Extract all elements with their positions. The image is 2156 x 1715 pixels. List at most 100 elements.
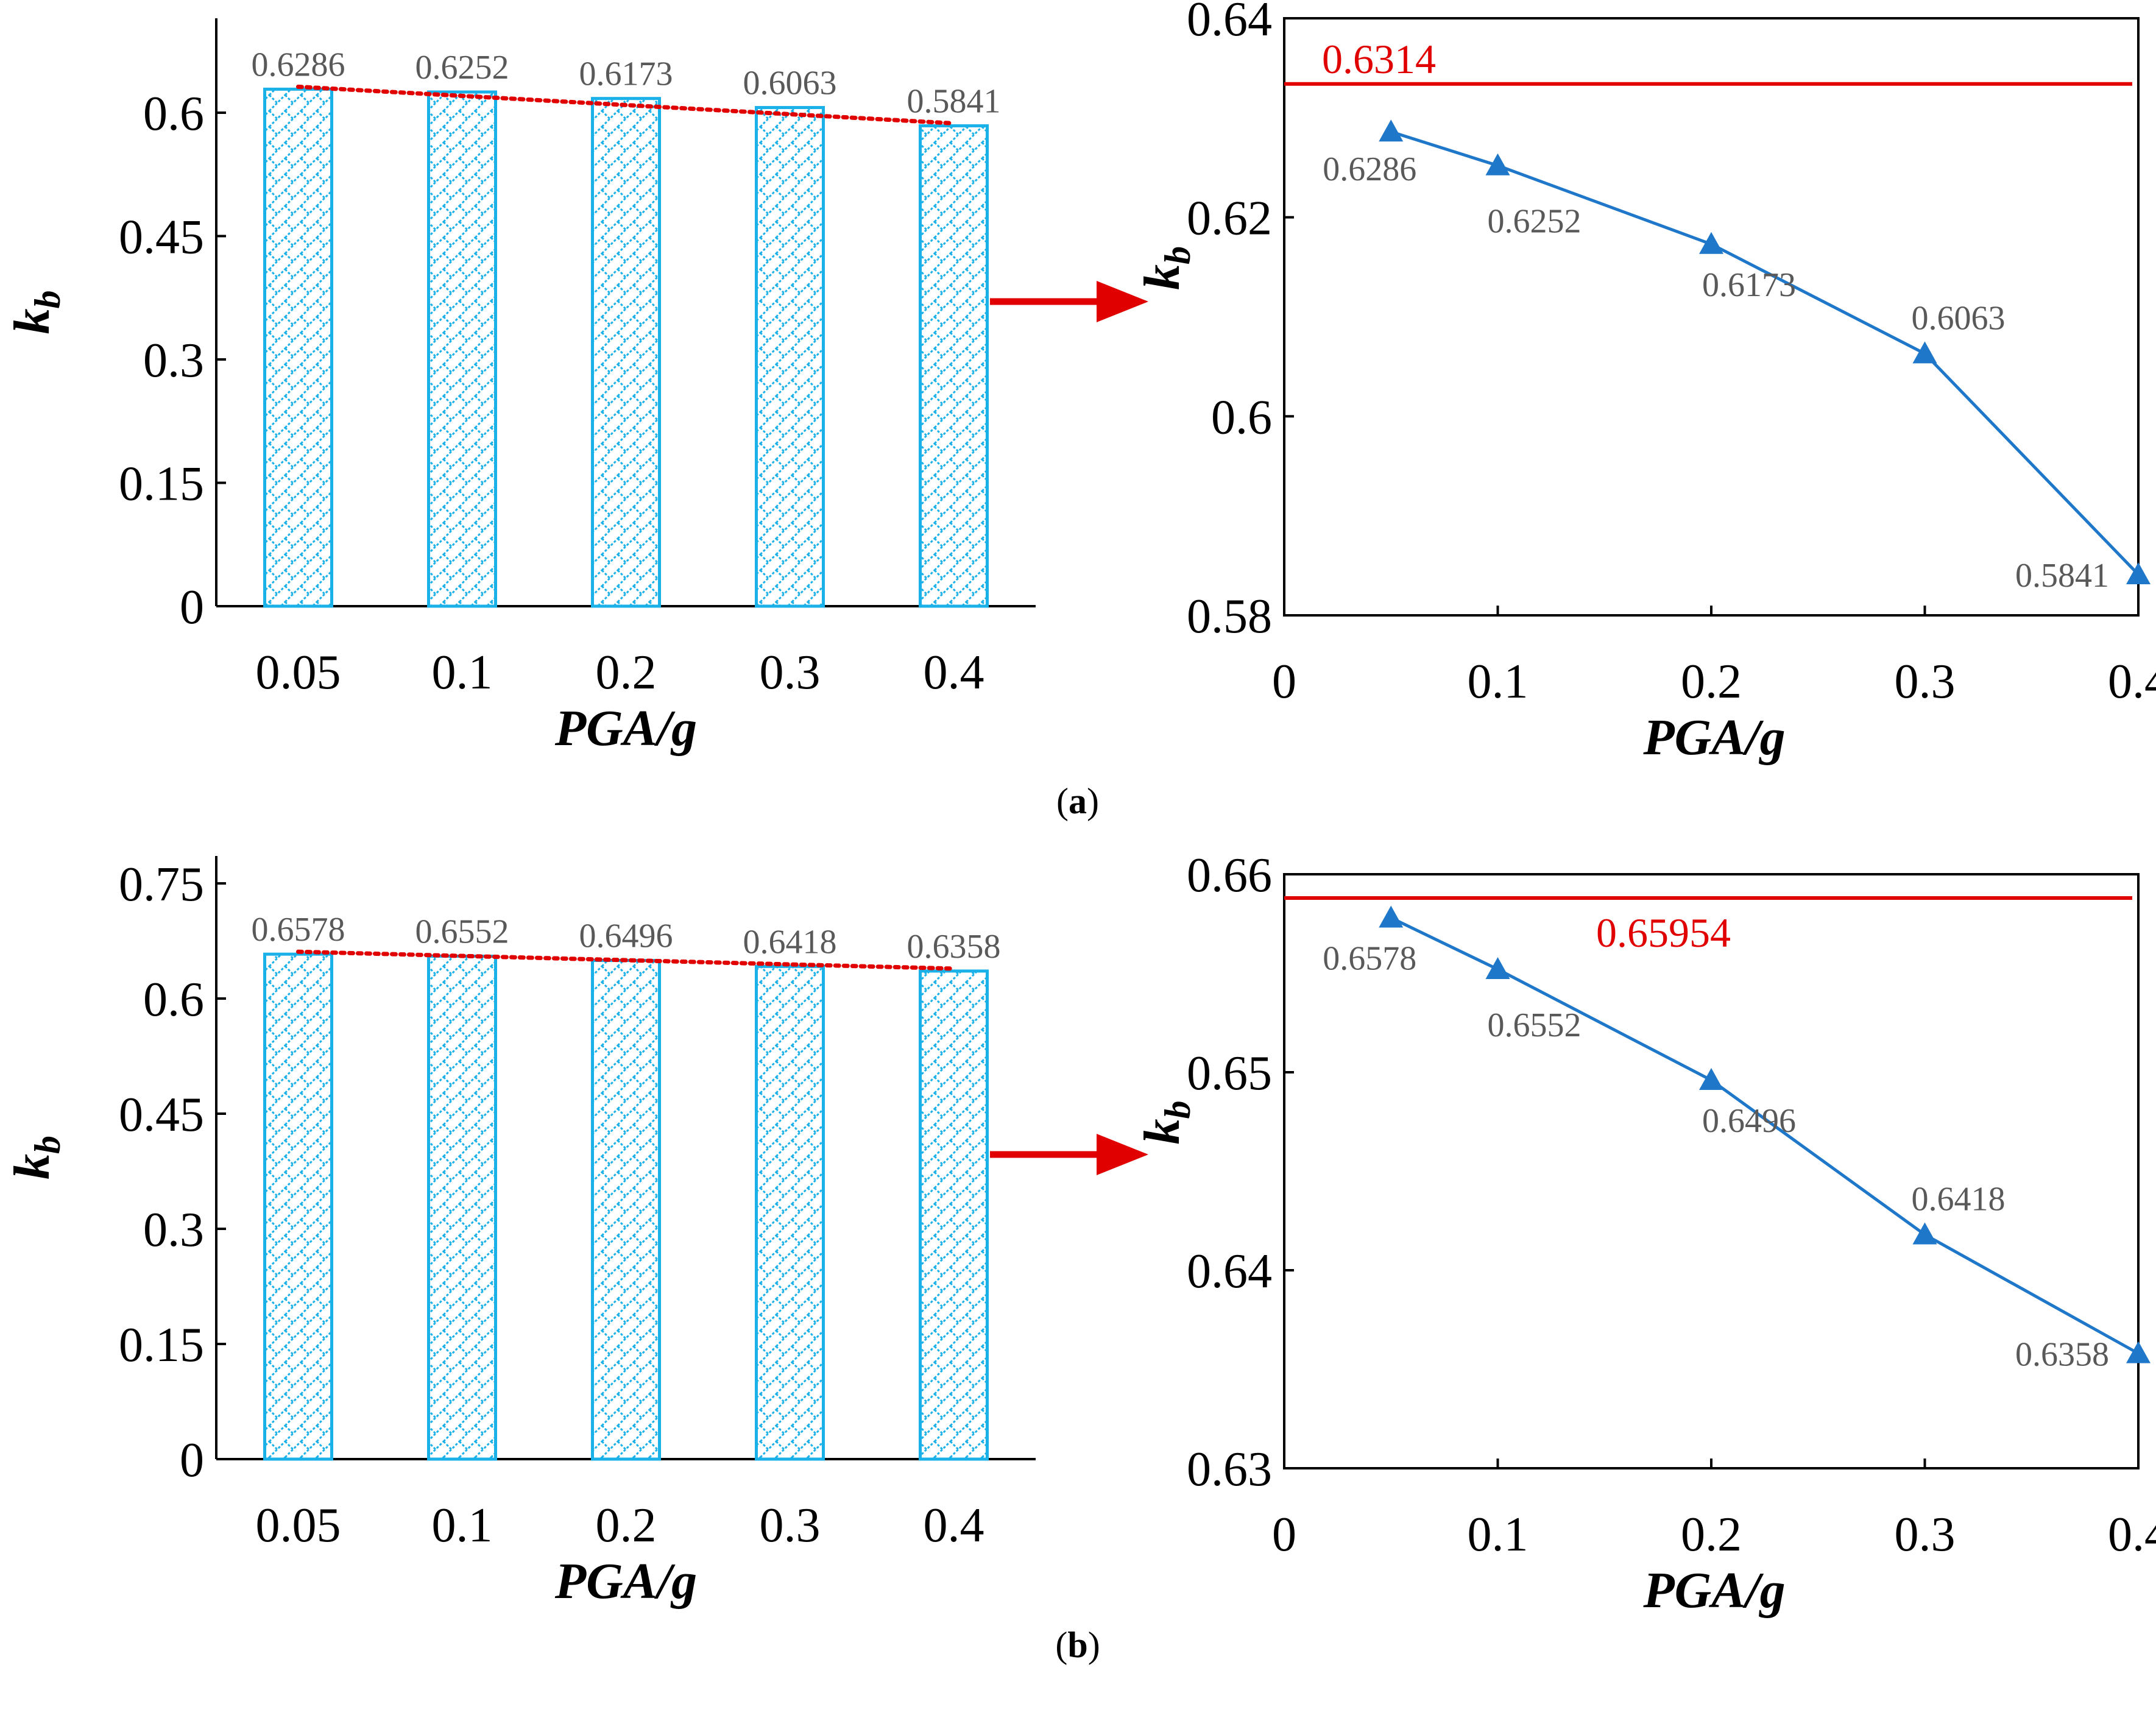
x-tick-label: 0.2 [596,646,657,699]
arrow-head [1097,1134,1148,1175]
point-data-label: 0.5841 [2015,557,2109,595]
x-tick-label: 0.3 [1895,655,1956,709]
series-line [1390,130,2140,576]
y-tick-label: 0.3 [143,334,204,387]
y-tick-label: 0 [180,581,204,634]
y-tick-label: 0.45 [119,211,204,264]
x-tick-label: 0.3 [1895,1508,1956,1561]
x-tick-label: 0.3 [760,646,821,699]
bar [919,124,989,608]
bar-data-label: 0.6496 [579,918,673,955]
chart-a-line: 0.58 0.6 0.62 0.64 0 0.1 0.2 0.3 0.4 0.6314 0.6286… [1134,0,2156,766]
panel-label-close: ) [1087,781,1099,821]
point-data-label: 0.6173 [1702,266,1796,304]
triangle-marker [1699,232,1723,254]
y-axis-title: kb [4,291,68,334]
y-tick-label: 0.15 [119,1318,204,1372]
bar [755,105,825,608]
x-axis-title: PGA/g [1642,1562,1785,1619]
y-tick-label: 0.3 [143,1203,204,1257]
panel-label-letter: b [1067,1625,1087,1665]
x-axis-title: PGA/g [1642,709,1785,766]
x-tick-label: 0.1 [432,646,493,699]
triangle-marker [1379,119,1404,142]
triangle-marker [1485,957,1510,979]
trend-line [296,949,956,971]
bar-data-label: 0.5841 [907,82,1001,120]
y-tick-label: 0.64 [1187,0,1272,46]
arrows [990,281,1148,1175]
x-tick-label: 0.05 [256,646,341,699]
bar-data-label: 0.6552 [415,913,509,950]
y-axis-title-main: k [4,309,60,334]
x-tick-label: 0 [1272,1508,1296,1561]
panel-labels: (a)(b) [1055,781,1100,1665]
x-tick-label: 0.3 [760,1499,821,1552]
bar [427,954,497,1461]
y-tick-label: 0.6 [143,87,204,141]
triangle-marker [1379,905,1404,928]
panel-label: (b) [1055,1625,1100,1665]
x-tick-label: 0.4 [2108,655,2156,709]
x-tick-label: 0.1 [1468,1508,1529,1561]
y-tick-label: 0.62 [1187,192,1272,246]
triangle-marker [1912,1222,1937,1245]
bar [755,964,825,1461]
bar-data-label: 0.6358 [907,928,1001,966]
point-data-label: 0.6252 [1488,203,1582,241]
y-axis-title-main: k [1134,264,1190,290]
bar [263,952,333,1461]
triangle-marker [1699,1068,1723,1090]
y-tick-label: 0.65 [1187,1047,1272,1100]
bar [591,97,661,608]
bar-data-label: 0.6418 [743,923,837,961]
y-axis-title-main: k [4,1154,60,1179]
bar-data-label: 0.6286 [252,46,345,83]
y-axis-title-main: k [1134,1119,1190,1145]
x-tick-label: 0.1 [1468,655,1529,709]
y-tick-label: 0.58 [1187,590,1272,643]
x-tick-label: 0.2 [596,1499,657,1552]
bar-data-label: 0.6173 [579,55,673,93]
y-tick-label: 0.6 [143,973,204,1027]
point-data-label: 0.6418 [1912,1181,2006,1218]
bar-data-label: 0.6252 [415,49,509,87]
bar [427,90,497,608]
panel-label: (a) [1056,781,1099,821]
y-axis-title-sub: b [27,1136,68,1154]
panel-label-open: ( [1056,781,1069,821]
point-data-label: 0.6063 [1912,299,2006,337]
x-tick-label: 0.4 [924,1499,984,1552]
point-data-label: 0.6578 [1323,940,1416,978]
triangle-marker [2126,1341,2151,1363]
y-tick-label: 0.63 [1187,1443,1272,1496]
y-tick-label: 0.45 [119,1088,204,1142]
y-axis-title: kb [4,1136,68,1179]
point-data-label: 0.6552 [1488,1006,1582,1044]
y-axis-title-sub: b [1158,1101,1198,1119]
point-data-label: 0.6286 [1323,150,1416,188]
bar [591,959,661,1461]
x-axis-title: PGA/g [554,1553,697,1610]
trend-line [296,84,956,126]
x-tick-label: 0.1 [432,1499,493,1552]
x-axis-title: PGA/g [554,700,697,757]
bar [919,969,989,1461]
triangle-marker [1485,153,1510,175]
bar [263,87,333,608]
chart-a-bar: 0 0.15 0.3 0.45 0.6 0.6286 0.6252 0.6173 0.6063 0… [4,18,1036,757]
x-tick-label: 0 [1272,655,1296,709]
x-tick-label: 0.05 [256,1499,341,1552]
point-data-label: 0.6358 [2015,1336,2109,1374]
y-tick-label: 0.6 [1211,391,1272,444]
panel-label-close: ) [1088,1625,1100,1665]
triangle-marker [2126,562,2151,585]
bar-data-label: 0.6578 [252,911,345,949]
y-axis-title: kb [1134,1101,1198,1145]
y-tick-label: 0.15 [119,458,204,511]
x-tick-label: 0.2 [1681,1508,1742,1561]
panel-label-letter: a [1069,781,1087,821]
reference-label: 0.65954 [1596,910,1731,956]
plot-frame [1283,17,2140,617]
